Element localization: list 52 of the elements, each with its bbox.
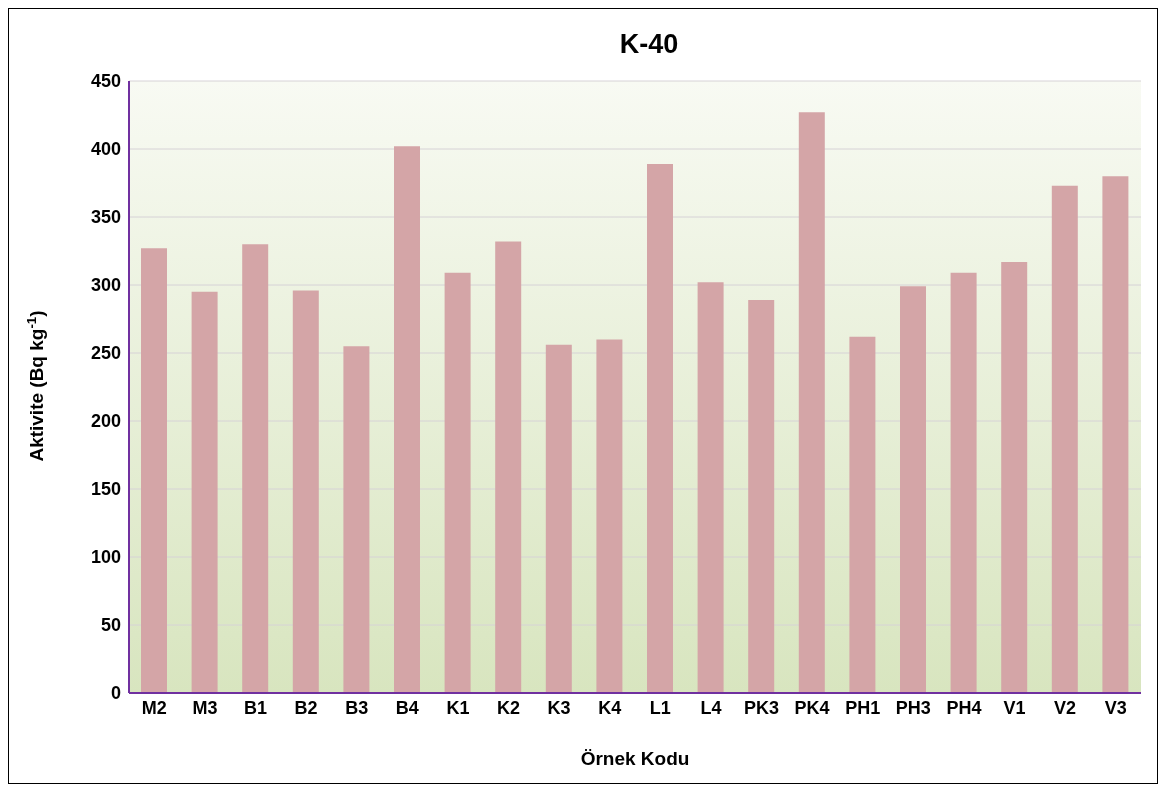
y-tick-label: 450: [90, 71, 121, 92]
x-tick-label: PK3: [743, 697, 780, 718]
bar: [343, 346, 370, 693]
bar: [798, 112, 825, 693]
bar: [292, 290, 319, 693]
y-tick-label: 300: [90, 275, 121, 296]
bar: [242, 244, 269, 693]
y-tick-label: 100: [90, 547, 121, 568]
x-tick-label: M3: [192, 697, 218, 718]
bar: [748, 299, 775, 693]
y-tick-label: 350: [90, 207, 121, 228]
x-tick-label: PH3: [895, 697, 931, 718]
x-tick-label: B1: [243, 697, 268, 718]
x-tick-label: B4: [395, 697, 419, 718]
bar: [444, 272, 471, 693]
bar: [141, 248, 167, 693]
y-tick-label: 50: [100, 615, 121, 636]
x-tick-label: B3: [345, 697, 369, 718]
x-tick-label: M2: [141, 697, 167, 718]
x-tick-label: L1: [649, 697, 671, 718]
chart-title: K-40: [619, 29, 679, 59]
x-tick-label: V3: [1104, 697, 1127, 718]
y-tick-label: 0: [110, 683, 121, 704]
x-tick-label: PK4: [794, 697, 830, 718]
y-tick-label: 250: [90, 343, 121, 364]
bar: [950, 272, 977, 693]
bar: [495, 241, 522, 693]
x-tick-label: V2: [1054, 697, 1077, 718]
bar: [1051, 185, 1078, 693]
x-tick-label: PH1: [845, 697, 881, 718]
bar: [545, 344, 572, 693]
bar: [849, 336, 876, 693]
bar: [900, 286, 926, 693]
bar: [697, 282, 724, 693]
x-tick-label: L4: [700, 697, 722, 718]
bar: [394, 146, 420, 693]
x-tick-label: K1: [446, 697, 470, 718]
x-tick-label: V1: [1003, 697, 1026, 718]
bar: [1001, 261, 1028, 693]
x-tick-label: B2: [294, 697, 318, 718]
x-tick-label: K3: [547, 697, 571, 718]
x-tick-label: PH4: [946, 697, 982, 718]
x-tick-label: K2: [496, 697, 521, 718]
x-tick-label: K4: [598, 697, 622, 718]
bar: [191, 291, 218, 693]
y-tick-label: 400: [90, 139, 121, 160]
x-axis-title: Örnek Kodu: [580, 748, 690, 769]
y-tick-label: 150: [90, 479, 121, 500]
y-tick-label: 200: [90, 411, 121, 432]
bar: [596, 339, 623, 693]
bar: [647, 163, 673, 693]
bar: [1102, 176, 1129, 693]
